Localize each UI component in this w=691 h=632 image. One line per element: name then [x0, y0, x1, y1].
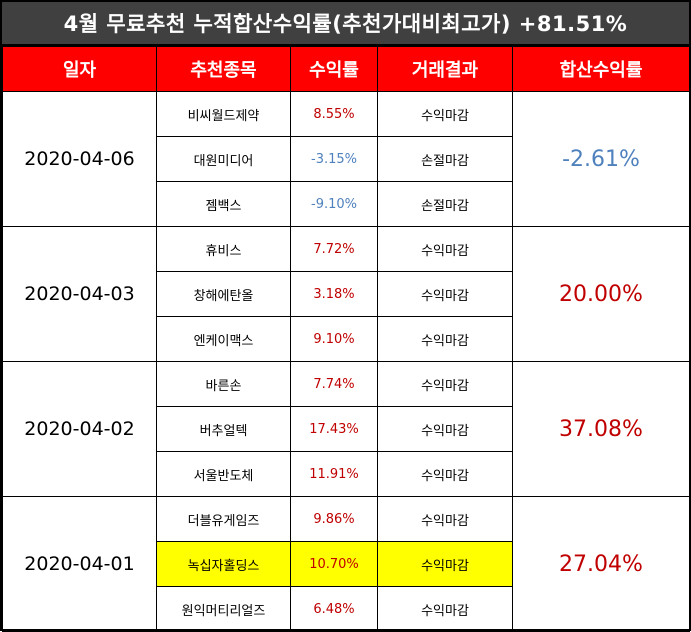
- trade-result: 수익마감: [377, 541, 513, 587]
- group-date: 2020-04-03: [2, 226, 157, 362]
- group-total: 37.08%: [512, 361, 690, 497]
- stock-name: 젬백스: [156, 181, 291, 227]
- sheet-title: 4월 무료추천 누적합산수익률(추천가대비최고가) +81.51%: [2, 2, 689, 46]
- stock-name: 엔케이맥스: [156, 316, 291, 362]
- stock-return: 3.18%: [290, 271, 378, 317]
- table-row: 서울반도체 11.91% 수익마감: [3, 451, 690, 497]
- table-row: 창해에탄올 3.18% 수익마감: [3, 271, 690, 317]
- trade-result: 수익마감: [377, 226, 513, 272]
- group-total: -2.61%: [512, 91, 690, 227]
- header-date: 일자: [2, 46, 157, 92]
- table-row: 버추얼텍 17.43% 수익마감: [3, 406, 690, 452]
- stock-return: 7.72%: [290, 226, 378, 272]
- table-row-highlighted: 녹십자홀딩스 10.70% 수익마감: [3, 541, 690, 587]
- trade-result: 수익마감: [377, 586, 513, 632]
- group-total: 20.00%: [512, 226, 690, 362]
- stock-return: 7.74%: [290, 361, 378, 407]
- stock-return: 17.43%: [290, 406, 378, 452]
- trade-result: 수익마감: [377, 316, 513, 362]
- table-row: 젬백스 -9.10% 손절마감: [3, 181, 690, 227]
- header-result: 거래결과: [377, 46, 513, 92]
- trade-result: 수익마감: [377, 406, 513, 452]
- trade-result: 수익마감: [377, 361, 513, 407]
- stock-name: 바른손: [156, 361, 291, 407]
- header-return: 수익률: [290, 46, 378, 92]
- stock-name: 서울반도체: [156, 451, 291, 497]
- stock-name: 녹십자홀딩스: [156, 541, 291, 587]
- stock-return: -3.15%: [290, 136, 378, 182]
- table-row: 2020-04-02 바른손 7.74% 수익마감 37.08%: [2, 361, 690, 497]
- stock-name: 버추얼텍: [156, 406, 291, 452]
- stock-return: 10.70%: [290, 541, 378, 587]
- table-row: 대원미디어 -3.15% 손절마감: [3, 136, 690, 182]
- stock-return: 6.48%: [290, 586, 378, 632]
- stock-name: 창해에탄올: [156, 271, 291, 317]
- group-total: 27.04%: [512, 496, 690, 632]
- group-date: 2020-04-01: [2, 496, 157, 632]
- stock-name: 원익머티리얼즈: [156, 586, 291, 632]
- stock-name: 더블유게임즈: [156, 496, 291, 542]
- trade-result: 수익마감: [377, 91, 513, 137]
- stock-return: 8.55%: [290, 91, 378, 137]
- stock-name: 휴비스: [156, 226, 291, 272]
- stock-name: 비씨월드제약: [156, 91, 291, 137]
- header-row: 일자 추천종목 수익률 거래결과 합산수익률: [2, 46, 690, 92]
- table-row: 2020-04-03 휴비스 7.72% 수익마감 20.00%: [2, 226, 690, 362]
- stock-return: 9.10%: [290, 316, 378, 362]
- trade-result: 손절마감: [377, 181, 513, 227]
- results-table: 일자 추천종목 수익률 거래결과 합산수익률 2020-04-06 비씨월드제약…: [2, 46, 690, 632]
- group-date: 2020-04-06: [2, 91, 157, 227]
- group-date: 2020-04-02: [2, 361, 157, 497]
- trade-result: 수익마감: [377, 451, 513, 497]
- stock-name: 대원미디어: [156, 136, 291, 182]
- stock-return: 9.86%: [290, 496, 378, 542]
- header-stock: 추천종목: [156, 46, 291, 92]
- table-row: 2020-04-01 더블유게임즈 9.86% 수익마감 27.04%: [2, 496, 690, 632]
- stock-return: 11.91%: [290, 451, 378, 497]
- trade-result: 수익마감: [377, 271, 513, 317]
- header-total: 합산수익률: [512, 46, 690, 92]
- stock-return: -9.10%: [290, 181, 378, 227]
- trade-result: 손절마감: [377, 136, 513, 182]
- table-row: 엔케이맥스 9.10% 수익마감: [3, 316, 690, 362]
- trade-result: 수익마감: [377, 496, 513, 542]
- table-row: 2020-04-06 비씨월드제약 8.55% 수익마감 -2.61%: [2, 91, 690, 227]
